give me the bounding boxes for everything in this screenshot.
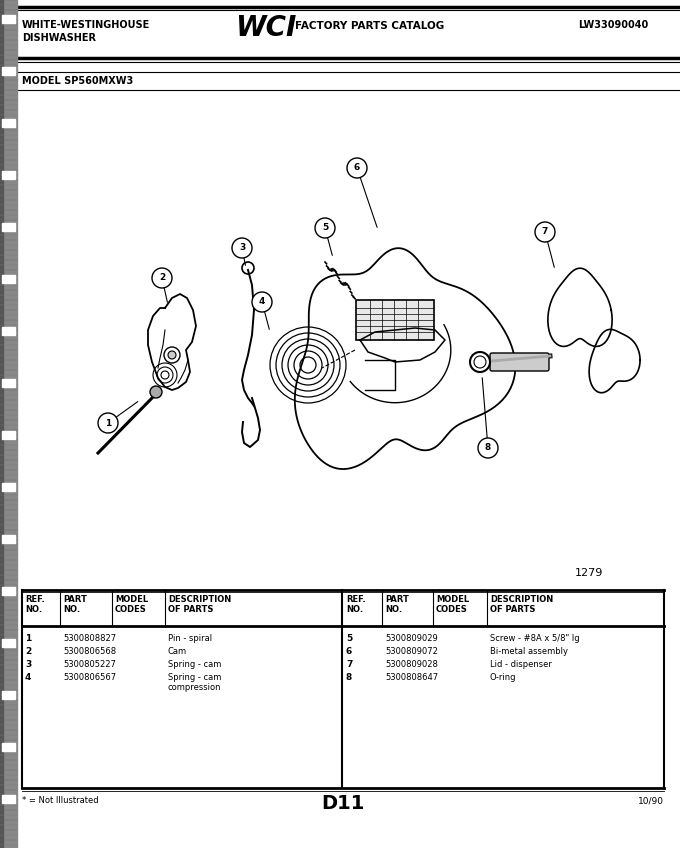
- Text: 6: 6: [346, 647, 352, 656]
- Text: O-ring: O-ring: [490, 673, 517, 682]
- Text: WHITE-WESTINGHOUSE: WHITE-WESTINGHOUSE: [22, 20, 150, 30]
- Circle shape: [347, 158, 367, 178]
- Text: 2: 2: [25, 647, 31, 656]
- Bar: [2, 795, 15, 803]
- Bar: [2, 171, 15, 179]
- Text: 5300809029: 5300809029: [385, 634, 438, 643]
- Text: 2: 2: [159, 274, 165, 282]
- Text: Screw - #8A x 5/8" lg: Screw - #8A x 5/8" lg: [490, 634, 579, 643]
- Text: Pin - spiral: Pin - spiral: [168, 634, 212, 643]
- Text: 6: 6: [354, 164, 360, 172]
- Text: MODEL SP560MXW3: MODEL SP560MXW3: [22, 76, 133, 86]
- Text: 8: 8: [346, 673, 352, 682]
- Bar: [2, 275, 15, 283]
- Text: 5300809028: 5300809028: [385, 660, 438, 669]
- Circle shape: [478, 438, 498, 458]
- Text: Lid - dispenser: Lid - dispenser: [490, 660, 552, 669]
- Circle shape: [470, 352, 490, 372]
- Text: 7: 7: [346, 660, 352, 669]
- Text: Cam: Cam: [168, 647, 187, 656]
- Text: 4: 4: [259, 298, 265, 306]
- Text: 10/90: 10/90: [638, 796, 664, 805]
- Text: CODES: CODES: [436, 605, 468, 614]
- Bar: [2, 743, 15, 751]
- Text: 5300806567: 5300806567: [63, 673, 116, 682]
- Text: Spring - cam: Spring - cam: [168, 673, 222, 682]
- Text: Bi-metal assembly: Bi-metal assembly: [490, 647, 568, 656]
- Bar: [2, 67, 15, 75]
- Bar: [2, 535, 15, 543]
- Text: Spring - cam: Spring - cam: [168, 660, 222, 669]
- Text: 5300805227: 5300805227: [63, 660, 116, 669]
- Bar: [2, 223, 15, 231]
- Text: 1: 1: [25, 634, 31, 643]
- Bar: [2, 119, 15, 127]
- Text: 8: 8: [485, 444, 491, 453]
- Text: NO.: NO.: [346, 605, 363, 614]
- Text: DISHWASHER: DISHWASHER: [22, 33, 96, 43]
- Text: D11: D11: [322, 794, 364, 813]
- Text: NO.: NO.: [25, 605, 42, 614]
- Text: REF.: REF.: [25, 595, 45, 604]
- Text: 4: 4: [25, 673, 31, 682]
- Bar: [0, 0, 3, 848]
- Text: 5300808647: 5300808647: [385, 673, 438, 682]
- Bar: [2, 691, 15, 699]
- Text: DESCRIPTION: DESCRIPTION: [490, 595, 554, 604]
- Circle shape: [152, 268, 172, 288]
- Bar: [2, 15, 15, 23]
- Circle shape: [315, 218, 335, 238]
- Circle shape: [535, 222, 555, 242]
- Bar: [0, 0, 17, 848]
- Text: 5: 5: [346, 634, 352, 643]
- Text: PART: PART: [63, 595, 87, 604]
- Text: REF.: REF.: [346, 595, 366, 604]
- Text: DESCRIPTION: DESCRIPTION: [168, 595, 231, 604]
- Text: 5: 5: [322, 224, 328, 232]
- Text: FACTORY PARTS CATALOG: FACTORY PARTS CATALOG: [295, 21, 444, 31]
- Text: 5300806568: 5300806568: [63, 647, 116, 656]
- Text: 7: 7: [542, 227, 548, 237]
- Text: 1279: 1279: [575, 568, 603, 578]
- Circle shape: [98, 413, 118, 433]
- FancyBboxPatch shape: [490, 353, 549, 371]
- Circle shape: [150, 386, 162, 398]
- Text: MODEL: MODEL: [115, 595, 148, 604]
- Circle shape: [232, 238, 252, 258]
- Text: CODES: CODES: [115, 605, 147, 614]
- Text: 3: 3: [239, 243, 245, 253]
- Bar: [2, 483, 15, 491]
- Bar: [2, 587, 15, 595]
- Text: LW33090040: LW33090040: [578, 20, 648, 30]
- Text: PART: PART: [385, 595, 409, 604]
- Text: NO.: NO.: [63, 605, 80, 614]
- Bar: [2, 639, 15, 647]
- Text: * = Not Illustrated: * = Not Illustrated: [22, 796, 99, 805]
- Circle shape: [164, 347, 180, 363]
- Text: WCI: WCI: [235, 14, 296, 42]
- Text: OF PARTS: OF PARTS: [490, 605, 535, 614]
- Text: 5300809072: 5300809072: [385, 647, 438, 656]
- Circle shape: [168, 351, 176, 359]
- Text: NO.: NO.: [385, 605, 402, 614]
- Circle shape: [474, 356, 486, 368]
- Text: 1: 1: [105, 419, 111, 427]
- Text: OF PARTS: OF PARTS: [168, 605, 214, 614]
- Circle shape: [252, 292, 272, 312]
- Text: 3: 3: [25, 660, 31, 669]
- Text: MODEL: MODEL: [436, 595, 469, 604]
- Bar: [2, 379, 15, 387]
- Bar: [356, 300, 434, 340]
- Bar: [2, 327, 15, 335]
- Bar: [2, 431, 15, 439]
- Text: 5300808827: 5300808827: [63, 634, 116, 643]
- Text: compression: compression: [168, 683, 222, 692]
